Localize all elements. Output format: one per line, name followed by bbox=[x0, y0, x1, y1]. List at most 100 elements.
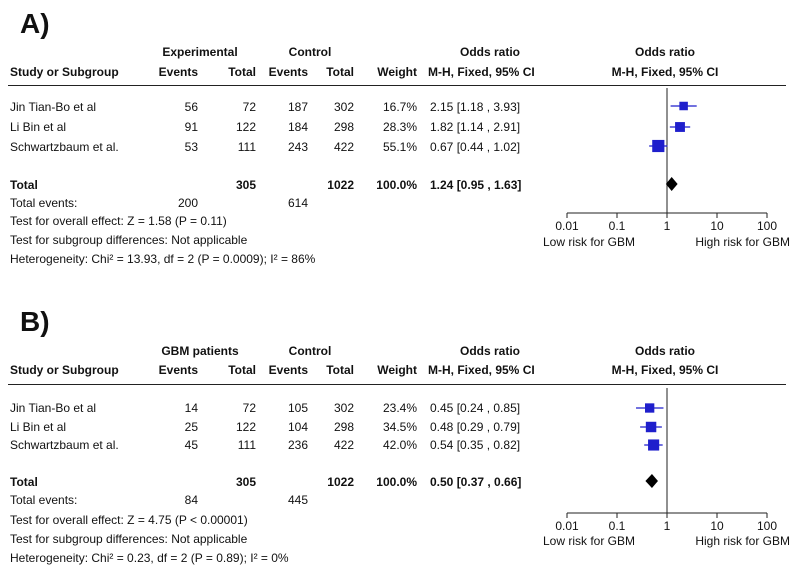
weight: 23.4% bbox=[382, 401, 417, 415]
forest-plot-panel-a: A) Experimental Control Odds ratio Odds … bbox=[8, 8, 790, 266]
odds-ratio-header: Odds ratio bbox=[459, 344, 520, 358]
axis-left-label: Low risk for GBM bbox=[543, 534, 636, 548]
ctrl-total-header: Total bbox=[326, 65, 354, 79]
control-header: Control bbox=[288, 45, 332, 59]
exp-total-sum: 305 bbox=[235, 178, 256, 192]
exp-total-events: 200 bbox=[177, 196, 198, 210]
axis-tick-label: 0.1 bbox=[608, 219, 626, 233]
subgroup-differences-test: Test for subgroup differences: Not appli… bbox=[10, 532, 248, 546]
header-divider bbox=[8, 384, 786, 385]
axis-left-label: Low risk for GBM bbox=[543, 235, 636, 249]
study-marker bbox=[645, 421, 657, 433]
weight-header: Weight bbox=[377, 363, 417, 377]
ctrl-events: 105 bbox=[287, 401, 308, 415]
exp-events: 14 bbox=[184, 401, 198, 415]
ctrl-events: 243 bbox=[287, 140, 308, 154]
weight: 34.5% bbox=[382, 420, 417, 434]
pooled-odds-ratio-ci: 0.50 [0.37 , 0.66] bbox=[430, 475, 522, 489]
ctrl-total-events: 445 bbox=[287, 493, 308, 507]
total-events-label: Total events: bbox=[10, 196, 78, 210]
exp-total: 122 bbox=[235, 420, 256, 434]
exp-total-header: Total bbox=[228, 65, 256, 79]
odds-ratio-ci: 0.48 [0.29 , 0.79] bbox=[430, 420, 521, 434]
odds-ratio-ci: 0.45 [0.24 , 0.85] bbox=[430, 401, 521, 415]
ctrl-total-sum: 1022 bbox=[327, 475, 354, 489]
ctrl-total: 298 bbox=[333, 120, 354, 134]
odds-ratio-ci: 1.82 [1.14 , 2.91] bbox=[430, 120, 521, 134]
exp-events: 45 bbox=[184, 438, 198, 452]
exp-total-sum: 305 bbox=[235, 475, 256, 489]
panel-label: B) bbox=[20, 306, 50, 337]
study-marker bbox=[675, 122, 685, 132]
study-name: Schwartzbaum et al. bbox=[10, 438, 119, 452]
study-name: Li Bin et al bbox=[10, 120, 67, 134]
ctrl-total: 422 bbox=[333, 438, 354, 452]
gbm-patients-header: GBM patients bbox=[161, 344, 239, 358]
ctrl-events: 104 bbox=[287, 420, 308, 434]
axis-tick-label: 0.1 bbox=[608, 519, 626, 533]
study-marker bbox=[645, 403, 655, 413]
axis-right-label: High risk for GBM bbox=[695, 235, 790, 249]
study-name: Li Bin et al bbox=[10, 420, 67, 434]
study-column-header: Study or Subgroup bbox=[10, 65, 119, 79]
panel-label: A) bbox=[20, 8, 50, 39]
exp-events: 53 bbox=[184, 140, 198, 154]
exp-total: 72 bbox=[242, 401, 256, 415]
study-marker bbox=[679, 101, 688, 111]
axis-tick-label: 10 bbox=[710, 519, 724, 533]
exp-events: 25 bbox=[184, 420, 198, 434]
axis-tick-label: 0.01 bbox=[555, 219, 579, 233]
plot-odds-ratio-header: Odds ratio bbox=[634, 45, 695, 59]
forest-plot-b bbox=[566, 388, 768, 518]
study-column-header: Study or Subgroup bbox=[10, 363, 119, 377]
total-weight: 100.0% bbox=[376, 475, 417, 489]
header-divider bbox=[8, 85, 786, 86]
forest-plot-a bbox=[566, 88, 768, 218]
ctrl-events-header: Events bbox=[268, 363, 308, 377]
study-marker bbox=[648, 439, 660, 451]
axis-tick-label: 100 bbox=[756, 519, 778, 533]
study-name: Schwartzbaum et al. bbox=[10, 140, 119, 154]
exp-total: 72 bbox=[242, 100, 256, 114]
total-events-label: Total events: bbox=[10, 493, 78, 507]
total-label: Total bbox=[10, 178, 38, 192]
ctrl-total: 422 bbox=[333, 140, 354, 154]
plot-method-header: M-H, Fixed, 95% CI bbox=[611, 363, 719, 377]
exp-total-events: 84 bbox=[184, 493, 198, 507]
heterogeneity-stats: Heterogeneity: Chi² = 0.23, df = 2 (P = … bbox=[10, 551, 289, 565]
ctrl-total-header: Total bbox=[326, 363, 354, 377]
heterogeneity-stats: Heterogeneity: Chi² = 13.93, df = 2 (P =… bbox=[10, 252, 316, 266]
ctrl-events: 187 bbox=[287, 100, 308, 114]
overall-effect-test: Test for overall effect: Z = 1.58 (P = 0… bbox=[10, 214, 227, 228]
ctrl-total-events: 614 bbox=[287, 196, 308, 210]
weight: 16.7% bbox=[382, 100, 417, 114]
exp-total: 111 bbox=[237, 438, 256, 452]
axis-tick-label: 1 bbox=[663, 519, 671, 533]
or-method-header: M-H, Fixed, 95% CI bbox=[428, 65, 535, 79]
study-marker bbox=[652, 139, 665, 153]
study-name: Jin Tian-Bo et al bbox=[10, 401, 97, 415]
plot-method-header: M-H, Fixed, 95% CI bbox=[611, 65, 719, 79]
odds-ratio-ci: 0.67 [0.44 , 1.02] bbox=[430, 140, 521, 154]
axis-tick-label: 10 bbox=[710, 219, 724, 233]
ctrl-total: 298 bbox=[333, 420, 354, 434]
study-name: Jin Tian-Bo et al bbox=[10, 100, 97, 114]
axis-right-label: High risk for GBM bbox=[695, 534, 790, 548]
pooled-odds-ratio-ci: 1.24 [0.95 , 1.63] bbox=[430, 178, 522, 192]
control-header: Control bbox=[288, 344, 332, 358]
total-weight: 100.0% bbox=[376, 178, 417, 192]
ctrl-events: 184 bbox=[287, 120, 308, 134]
pooled-diamond bbox=[665, 177, 678, 191]
forest-plot-panel-b: B) GBM patients Control Odds ratio Odds … bbox=[0, 306, 797, 572]
ctrl-events: 236 bbox=[287, 438, 308, 452]
odds-ratio-ci: 0.54 [0.35 , 0.82] bbox=[430, 438, 521, 452]
axis-tick-label: 0.01 bbox=[555, 519, 579, 533]
exp-total-header: Total bbox=[228, 363, 256, 377]
overall-effect-test: Test for overall effect: Z = 4.75 (P < 0… bbox=[10, 513, 248, 527]
axis-tick-label: 100 bbox=[756, 219, 778, 233]
weight-header: Weight bbox=[377, 65, 417, 79]
plot-odds-ratio-header: Odds ratio bbox=[634, 344, 695, 358]
odds-ratio-header: Odds ratio bbox=[459, 45, 520, 59]
ctrl-total-sum: 1022 bbox=[327, 178, 354, 192]
exp-total: 122 bbox=[235, 120, 256, 134]
